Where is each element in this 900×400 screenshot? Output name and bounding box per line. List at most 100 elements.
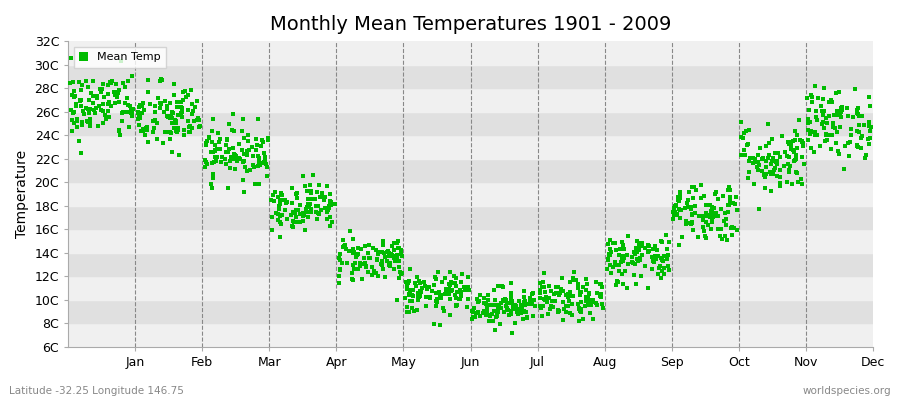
Point (671, 198, 686, 204)
Point (703, 226, 717, 232)
Point (773, 167, 788, 173)
Point (338, 242, 352, 248)
Point (261, 137, 275, 143)
Point (143, 100, 157, 107)
Point (407, 307, 421, 314)
Point (566, 277, 580, 284)
Point (125, 109, 140, 116)
Point (346, 277, 360, 283)
Point (402, 309, 417, 316)
Point (95, 120, 110, 126)
Point (392, 264, 406, 270)
Point (104, 103, 118, 110)
Point (87, 110, 102, 116)
Point (759, 158, 773, 164)
Point (781, 169, 796, 175)
Point (472, 313, 487, 320)
Point (512, 298, 526, 304)
Point (859, 152, 873, 158)
Point (518, 309, 533, 315)
Point (108, 100, 122, 106)
Point (581, 290, 596, 297)
Point (421, 284, 436, 290)
Point (491, 282, 506, 289)
Point (685, 212, 699, 218)
Point (411, 294, 426, 300)
Point (562, 298, 576, 304)
Point (680, 200, 694, 206)
Point (71, 78, 86, 85)
Point (351, 265, 365, 272)
Point (365, 244, 380, 251)
Point (333, 266, 347, 272)
Point (520, 315, 535, 321)
Point (545, 304, 560, 310)
Point (157, 109, 171, 115)
Point (671, 206, 686, 212)
Point (854, 144, 868, 151)
Point (392, 275, 406, 281)
Point (135, 103, 149, 110)
Point (111, 90, 125, 96)
Point (641, 242, 655, 249)
Point (303, 188, 318, 194)
Point (212, 139, 226, 145)
Point (863, 128, 878, 135)
Point (170, 126, 184, 133)
Point (160, 106, 175, 112)
Point (363, 255, 377, 261)
Point (538, 297, 553, 303)
Point (170, 129, 184, 135)
Point (266, 192, 280, 198)
Point (429, 295, 444, 302)
Point (613, 246, 627, 252)
Point (104, 80, 118, 87)
Point (649, 256, 663, 262)
Point (101, 82, 115, 88)
Point (581, 290, 596, 296)
Point (832, 88, 846, 95)
Point (400, 281, 414, 288)
Point (226, 110, 240, 117)
Bar (68, 229, 873, 253)
Point (711, 226, 725, 232)
Point (504, 308, 518, 314)
Point (220, 136, 234, 143)
Point (236, 116, 250, 122)
Point (634, 240, 649, 246)
Point (536, 278, 551, 285)
Point (413, 289, 428, 295)
Point (200, 160, 214, 167)
Point (66, 92, 80, 98)
Point (115, 118, 130, 124)
Point (698, 212, 713, 218)
Point (230, 158, 244, 164)
Point (84, 90, 98, 96)
Point (350, 252, 365, 258)
Point (450, 288, 464, 295)
Point (343, 228, 357, 234)
Point (140, 139, 155, 146)
Bar (68, 324, 873, 347)
Point (311, 210, 326, 216)
Point (418, 283, 432, 289)
Point (815, 96, 830, 102)
Point (662, 266, 676, 273)
Point (236, 177, 250, 183)
Point (112, 128, 127, 134)
Point (584, 302, 598, 308)
Point (346, 250, 360, 256)
Point (271, 194, 285, 200)
Point (646, 258, 661, 264)
Point (86, 106, 101, 113)
Point (472, 298, 486, 305)
Point (594, 281, 608, 288)
Point (273, 213, 287, 219)
Point (850, 142, 865, 148)
Point (843, 126, 858, 132)
Point (857, 122, 871, 128)
Point (517, 307, 531, 314)
Point (777, 163, 791, 170)
Point (260, 163, 274, 170)
Point (382, 261, 396, 268)
